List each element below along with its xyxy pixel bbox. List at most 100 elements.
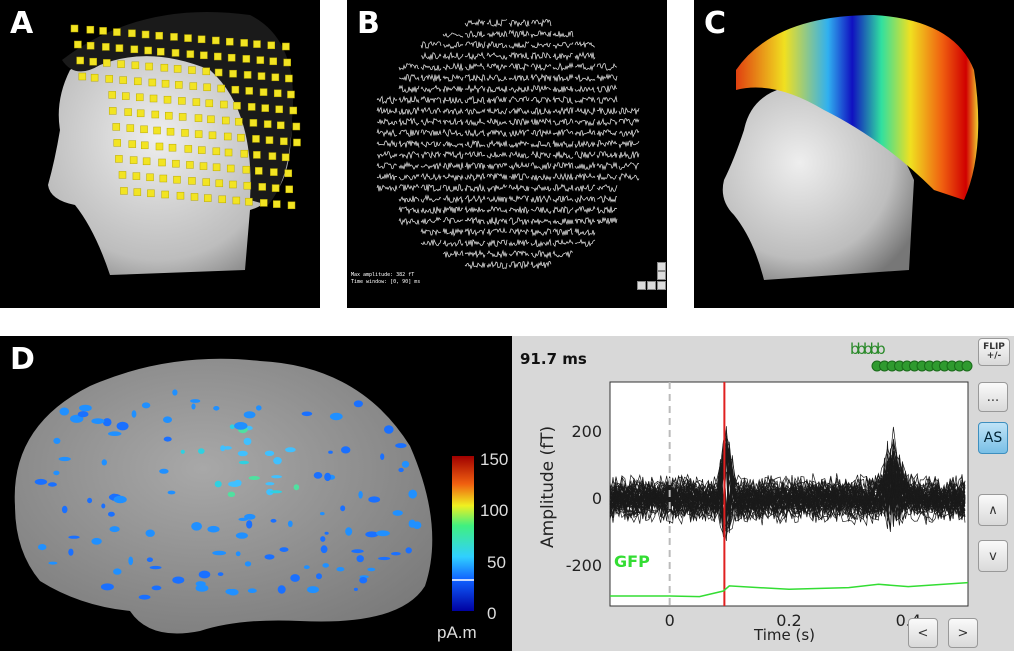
activation-spot [244,513,256,520]
sensor-marker [242,165,251,174]
sensor-trace [596,73,618,82]
event-markers-label[interactable]: bbbbb [850,340,886,358]
colorbar-unit: pA.m [437,623,477,642]
sensor-marker [108,91,116,99]
sensor-trace [486,18,508,28]
sensor-trace [596,63,618,71]
sensor-trace [464,172,486,182]
activation-spot [351,549,364,554]
sensor-trace [552,52,574,61]
event-marker[interactable] [961,360,973,372]
sensor-marker [181,129,189,137]
sensor-trace [486,117,508,126]
activation-spot [271,475,282,479]
activation-spot [290,574,300,582]
sensor-trace [574,172,596,181]
event-markers[interactable] [512,336,1014,376]
sensor-marker [260,199,268,207]
sensor-trace [618,118,640,127]
sensor-marker [227,53,236,62]
autoscale-button[interactable]: AS [978,422,1008,454]
more-options-button[interactable]: ... [978,382,1008,412]
sensor-marker [284,169,293,178]
nav-center-button[interactable] [647,281,656,290]
activation-spot [368,496,381,503]
activation-spot [113,495,127,504]
activation-spot [223,446,232,450]
sensor-marker [136,109,145,118]
flip-button[interactable]: FLIP +/- [978,338,1010,366]
sensor-marker [115,44,124,52]
sensor-trace [420,206,442,215]
nav-right-button[interactable] [657,281,666,290]
colorbar-tick-50: 50 [487,553,506,572]
sensor-trace [618,172,640,182]
sensor-trace [464,183,486,192]
activation-spot [266,488,274,496]
sensor-trace [486,41,508,49]
activation-spot [356,555,364,563]
sensor-trace [574,161,596,170]
sensor-marker [149,94,158,103]
sensor-trace [596,217,618,225]
sensor-marker [113,139,121,147]
sensor-trace [486,227,508,237]
sensor-marker [202,67,211,76]
sensor-marker [160,63,169,72]
sensor-trace [530,73,552,83]
sensor-marker [287,90,295,99]
sensor-trace [508,217,530,226]
scale-down-button[interactable]: v [978,540,1008,572]
sensor-trace [376,172,398,181]
sensor-marker [132,172,141,180]
x-tick-label: 0 [665,611,675,630]
activation-spot [320,545,328,554]
sensor-marker [204,194,212,202]
sensor-marker [178,97,186,105]
activation-spot [87,497,93,504]
activation-spot [91,537,102,545]
activation-spot [141,402,151,409]
sensor-trace [574,63,596,72]
next-button[interactable]: > [948,618,978,648]
sensor-trace [486,85,508,93]
sensor-marker [151,110,160,119]
sensor-trace [464,51,486,61]
sensor-trace [486,62,508,71]
activation-spot [217,572,224,576]
activation-spot [285,447,296,453]
sensor-trace [508,173,530,181]
sensor-trace [552,128,574,137]
sensor-marker [108,107,117,115]
activation-spot [145,529,155,537]
zoom-down-button[interactable] [657,271,666,280]
activation-spot [212,550,227,556]
sensor-trace [552,73,574,82]
activation-spot [405,547,412,554]
sensor-marker [146,173,154,182]
sensor-marker [247,103,256,111]
sensor-marker [158,158,166,167]
activation-spot [243,437,252,446]
sensor-trace [486,30,508,38]
activation-spot [229,424,235,429]
source-activations [34,389,422,600]
sensor-trace [574,194,596,204]
sensor-marker [220,100,228,109]
activation-spot [151,585,162,591]
sensor-marker [118,171,127,179]
nav-left-button[interactable] [637,281,646,290]
sensor-trace [508,118,530,126]
topography-surface [736,15,979,200]
sensor-marker [270,168,278,176]
sensor-trace [464,227,486,237]
zoom-up-button[interactable] [657,262,666,271]
previous-button[interactable]: < [908,618,938,648]
sensor-trace [398,106,420,116]
sensor-trace [596,95,618,104]
sensor-marker [190,193,199,201]
sensor-trace [486,205,508,214]
scale-up-button[interactable]: ∧ [978,494,1008,526]
